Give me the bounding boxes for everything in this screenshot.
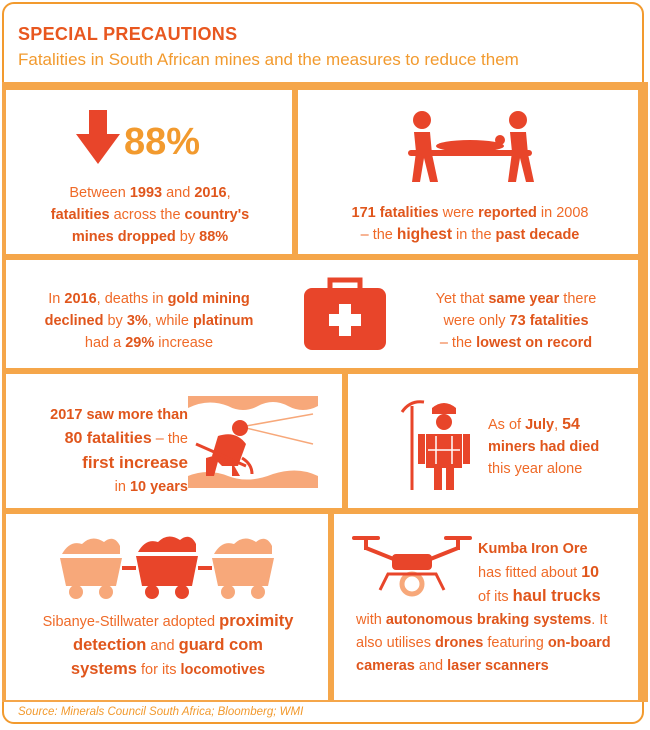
- infographic-subtitle: Fatalities in South African mines and th…: [18, 50, 519, 69]
- panel-july-54: [348, 374, 638, 508]
- drone-icon: [352, 536, 472, 597]
- source-note: Source: Minerals Council South Africa; B…: [18, 706, 304, 718]
- stat-88-percent: 88%: [124, 121, 201, 163]
- panel3-text: In 2016, deaths in gold mining declined …: [44, 291, 254, 351]
- down-arrow-icon: [76, 110, 120, 164]
- panel6-text: As of July, 54 miners had died this year…: [488, 416, 600, 477]
- panel-171-fatalities: [298, 90, 638, 254]
- panel-kumba: [334, 514, 638, 700]
- infographic-title: SPECIAL PRECAUTIONS: [18, 24, 238, 44]
- stretcher-carriers-icon: [408, 111, 534, 182]
- panel-88-percent: [6, 90, 292, 254]
- mine-carts-icon: [60, 536, 274, 599]
- panel8-text: Kumba Iron Ore has fitted about 10 of it…: [356, 541, 611, 674]
- miner-with-pickaxe-icon: [400, 400, 470, 490]
- panel7-text: Sibanye-Stillwater adopted proximity det…: [42, 612, 294, 678]
- miner-digging-icon: [188, 396, 318, 488]
- first-aid-kit-icon: [304, 277, 386, 350]
- panel4-text: Yet that same year there were only 73 fa…: [435, 291, 597, 351]
- panel1-text: Between 1993 and 2016, fatalities across…: [50, 185, 250, 245]
- panel5-text: 2017 saw more than 80 fatalities – the f…: [50, 407, 188, 495]
- panel2-text: 171 fatalities were reported in 2008 – t…: [351, 205, 589, 243]
